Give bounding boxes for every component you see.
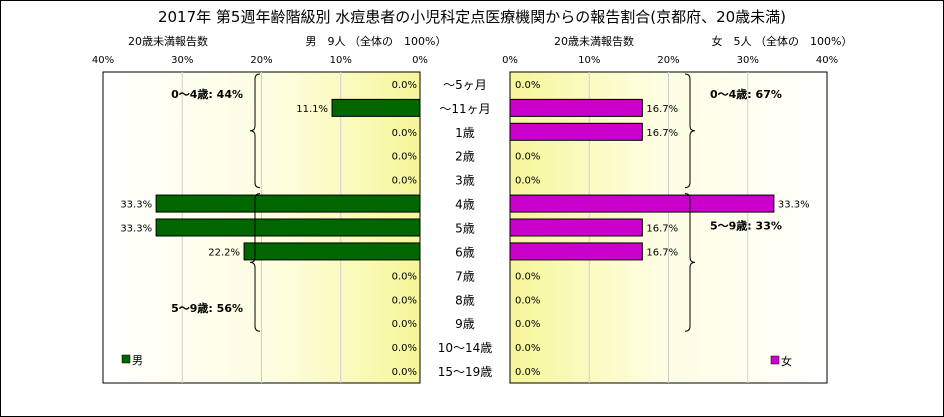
female-bar-label: 0.0% — [515, 271, 540, 282]
age-category-label: 3歳 — [455, 174, 475, 188]
female-bar — [509, 242, 643, 261]
female-bar-label: 0.0% — [515, 343, 540, 354]
male-bar-label: 22.2% — [208, 247, 240, 258]
female-bar-label: 0.0% — [515, 80, 540, 91]
male-bar-label: 0.0% — [392, 80, 417, 91]
age-category-label: 5歳 — [455, 222, 475, 236]
male-bar — [331, 98, 421, 117]
female-bar-label: 16.7% — [646, 224, 678, 235]
female-age-group-bracket — [684, 193, 696, 332]
male-bar-label: 0.0% — [392, 319, 417, 330]
age-category-label: 6歳 — [455, 245, 475, 259]
female-bar-label: 0.0% — [515, 319, 540, 330]
male-bar-label: 0.0% — [392, 176, 417, 187]
age-category-label: 7歳 — [455, 269, 475, 283]
male-bar-label: 0.0% — [392, 271, 417, 282]
male-bar — [243, 242, 421, 261]
female-age-group-label: 0～4歳: 67% — [710, 87, 782, 101]
female-legend-swatch — [770, 355, 780, 365]
female-bar-label: 0.0% — [515, 176, 540, 187]
male-legend-label: 男 — [132, 354, 143, 367]
female-bar-label: 16.7% — [646, 128, 678, 139]
female-bar — [509, 98, 643, 117]
female-tick-label: 20% — [657, 55, 679, 66]
male-bar-label: 0.0% — [392, 343, 417, 354]
age-category-label: 2歳 — [455, 150, 475, 164]
female-axis-label: 20歳未満報告数 — [554, 35, 634, 48]
male-bar-label: 33.3% — [120, 224, 152, 235]
male-bar-label: 33.3% — [120, 200, 152, 211]
male-panel-header: 男 9人 （全体の 100%） — [306, 34, 447, 48]
male-axis-label: 20歳未満報告数 — [128, 35, 208, 48]
female-bar — [509, 218, 643, 237]
male-tick-label: 40% — [92, 55, 114, 66]
female-tick-label: 40% — [816, 55, 838, 66]
age-category-label: 4歳 — [455, 198, 475, 212]
female-tick-label: 0% — [502, 55, 518, 66]
male-tick-label: 30% — [171, 55, 193, 66]
male-legend-swatch — [121, 354, 131, 364]
male-age-group-bracket — [249, 73, 261, 189]
age-category-label: ～5ヶ月 — [443, 78, 487, 92]
female-age-group-label: 5～9歳: 33% — [710, 219, 782, 233]
female-tick-label: 10% — [578, 55, 600, 66]
female-bar-label: 0.0% — [515, 295, 540, 306]
female-bar — [509, 194, 775, 213]
male-tick-label: 0% — [412, 55, 428, 66]
age-category-label: ～11ヶ月 — [439, 102, 490, 116]
female-bar-label: 16.7% — [646, 247, 678, 258]
female-panel-header: 女 5人 （全体の 100%） — [712, 34, 853, 48]
male-tick-label: 10% — [330, 55, 352, 66]
age-category-label: 10～14歳 — [438, 341, 493, 355]
female-bar-label: 16.7% — [646, 104, 678, 115]
female-bar-label: 0.0% — [515, 152, 540, 163]
age-category-label: 8歳 — [455, 293, 475, 307]
male-age-group-label: 0～4歳: 44% — [171, 87, 243, 101]
age-category-label: 9歳 — [455, 317, 475, 331]
female-age-group-bracket — [684, 73, 696, 189]
male-bar-label: 0.0% — [392, 367, 417, 378]
male-bar-label: 0.0% — [392, 295, 417, 306]
age-category-label: 1歳 — [455, 126, 475, 140]
male-bar-label: 0.0% — [392, 128, 417, 139]
male-age-group-label: 5～9歳: 56% — [171, 301, 243, 315]
male-bar-label: 0.0% — [392, 152, 417, 163]
female-legend-label: 女 — [781, 354, 792, 368]
male-bar-label: 11.1% — [296, 104, 328, 115]
age-category-label: 15～19歳 — [438, 365, 493, 379]
chart-title: 2017年 第5週年齢階級別 水痘患者の小児科定点医療機関からの報告割合(京都府… — [158, 8, 786, 26]
male-bar — [155, 218, 421, 237]
male-bar — [155, 194, 421, 213]
male-age-group-bracket — [249, 193, 261, 332]
female-tick-label: 30% — [737, 55, 759, 66]
female-bar-label: 0.0% — [515, 367, 540, 378]
male-tick-label: 20% — [250, 55, 272, 66]
female-bar-label: 33.3% — [778, 200, 810, 211]
female-bar — [509, 122, 643, 141]
